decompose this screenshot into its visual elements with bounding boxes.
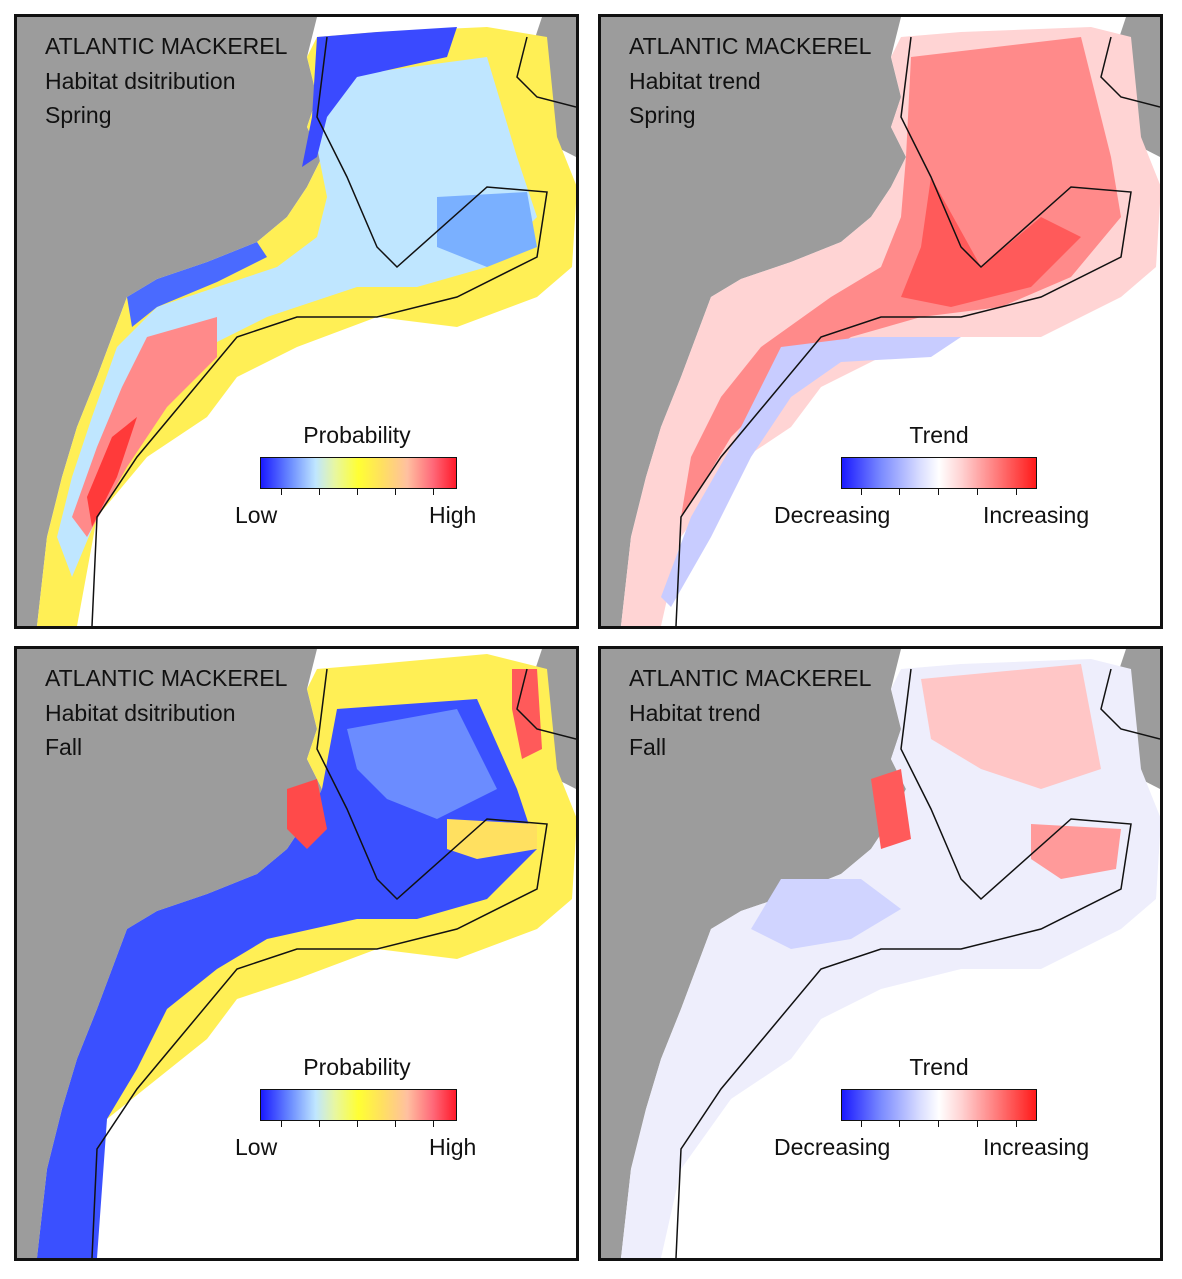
legend-high-label: Increasing: [983, 1134, 1090, 1160]
legend-tick: [395, 1121, 396, 1127]
panel-season: Spring: [629, 102, 696, 128]
legend-tick: [319, 1121, 320, 1127]
legend-low-label: Low: [235, 502, 278, 528]
map-panel-fall-trend: ATLANTIC MACKEREL Habitat trend Fall Tre…: [598, 646, 1163, 1261]
depth-contour: [675, 36, 1132, 626]
legend-tick: [899, 489, 900, 495]
legend-tick: [938, 489, 939, 495]
legend-tick: [1016, 1121, 1017, 1127]
map-panel-spring-trend: ATLANTIC MACKEREL Habitat trend Spring T…: [598, 14, 1163, 629]
habitat-ridge: [447, 819, 537, 859]
trend-legend: Trend Decreasing Increasing: [771, 1054, 1131, 1164]
color-scale-bar: [841, 1089, 1037, 1121]
panel-season: Fall: [45, 734, 83, 760]
habitat-core-southwest: [87, 417, 137, 527]
panel-subtitle: Habitat trend: [629, 700, 761, 726]
depth-contour-shelf: [1100, 668, 1160, 740]
panel-title: ATLANTIC MACKEREL: [45, 33, 288, 59]
depth-contour: [91, 36, 548, 626]
color-scale-bar: [841, 457, 1037, 489]
depth-contour-shelf: [516, 36, 576, 108]
habitat-band-inner: [57, 57, 537, 577]
legend-low-label: Decreasing: [774, 502, 891, 528]
trend-increase-north: [921, 664, 1101, 789]
map-panel-fall-distribution: ATLANTIC MACKEREL Habitat dsitribution F…: [14, 646, 579, 1261]
trend-increase-coast: [871, 769, 911, 849]
color-scale-bar: [260, 1089, 457, 1121]
habitat-high-coast: [287, 779, 327, 849]
legend-tick: [281, 489, 282, 495]
legend-low-label: Low: [235, 1134, 278, 1160]
map-panel-spring-distribution: ATLANTIC MACKEREL Habitat dsitribution S…: [14, 14, 579, 629]
trend-increase-core: [901, 177, 1081, 307]
legend-tick: [899, 1121, 900, 1127]
trend-band-outer: [621, 659, 1160, 1258]
habitat-mid-shelf: [347, 709, 497, 819]
panel-title: ATLANTIC MACKEREL: [45, 665, 288, 691]
legend-low-label: Decreasing: [774, 1134, 891, 1160]
legend-title: Trend: [909, 1054, 969, 1080]
legend-tick: [977, 1121, 978, 1127]
trend-increase-east: [1031, 824, 1121, 879]
legend-tick: [433, 489, 434, 495]
habitat-map: [17, 649, 576, 1258]
legend-tick: [395, 489, 396, 495]
habitat-map: [17, 17, 576, 626]
trend-increase: [681, 37, 1121, 517]
legend-tick: [357, 1121, 358, 1127]
legend-tick: [357, 489, 358, 495]
legend-high-label: High: [429, 1134, 477, 1160]
trend-legend: Trend Decreasing Increasing: [771, 422, 1131, 532]
habitat-high-northeast: [512, 669, 542, 759]
legend-tick: [433, 1121, 434, 1127]
legend-tick: [861, 489, 862, 495]
panel-subtitle: Habitat dsitribution: [45, 68, 236, 94]
probability-legend: Probability Low High: [217, 1054, 517, 1164]
legend-tick: [977, 489, 978, 495]
color-scale-bar: [260, 457, 457, 489]
trend-decrease-shelf: [751, 879, 901, 949]
legend-tick: [319, 489, 320, 495]
habitat-low-main: [37, 699, 537, 1258]
panel-title: ATLANTIC MACKEREL: [629, 665, 872, 691]
habitat-low-north: [302, 27, 457, 167]
panel-subtitle: Habitat trend: [629, 68, 761, 94]
legend-tick: [861, 1121, 862, 1127]
legend-high-label: Increasing: [983, 502, 1090, 528]
land-mass: [601, 649, 906, 1258]
legend-title: Trend: [909, 422, 969, 448]
land-mass: [601, 17, 906, 626]
depth-contour-shelf: [1100, 36, 1160, 108]
legend-tick: [281, 1121, 282, 1127]
habitat-low-coast: [127, 242, 267, 327]
depth-contour-shelf: [516, 668, 576, 740]
panel-season: Fall: [629, 734, 667, 760]
land-mass: [17, 649, 322, 1258]
depth-contour: [675, 668, 1132, 1258]
legend-title: Probability: [303, 1054, 411, 1080]
legend-title: Probability: [303, 422, 411, 448]
panel-season: Spring: [45, 102, 112, 128]
habitat-basin: [437, 192, 537, 267]
probability-legend: Probability Low High: [217, 422, 517, 532]
land-mass: [17, 17, 322, 626]
legend-tick: [938, 1121, 939, 1127]
panel-title: ATLANTIC MACKEREL: [629, 33, 872, 59]
depth-contour: [91, 668, 548, 1258]
panel-subtitle: Habitat dsitribution: [45, 700, 236, 726]
legend-high-label: High: [429, 502, 477, 528]
legend-tick: [1016, 489, 1017, 495]
habitat-map: [601, 17, 1160, 626]
trend-decrease: [661, 337, 961, 607]
habitat-map: [601, 649, 1160, 1258]
